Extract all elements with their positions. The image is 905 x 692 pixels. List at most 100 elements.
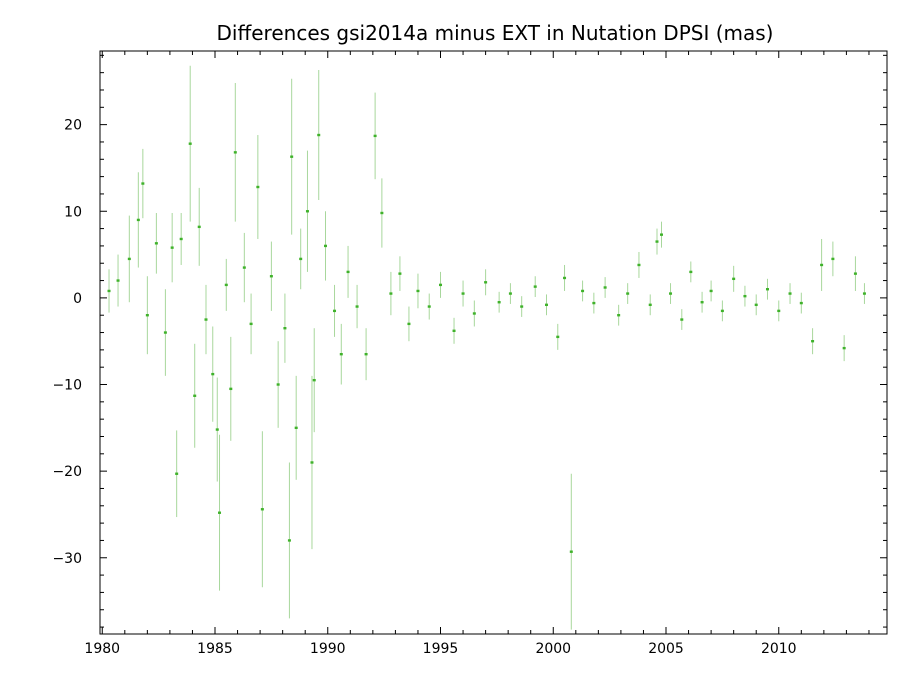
data-point (777, 309, 781, 313)
data-point (853, 272, 857, 275)
data-point (680, 318, 684, 321)
data-point (249, 322, 253, 326)
data-point (862, 292, 866, 295)
data-point (484, 281, 488, 284)
x-tick-label: 1990 (310, 641, 346, 657)
x-tick-label: 1980 (84, 641, 120, 657)
data-point (339, 352, 343, 356)
data-point (709, 289, 713, 293)
data-point (754, 303, 758, 307)
data-point (508, 292, 512, 295)
x-tick-label: 2005 (648, 641, 684, 657)
data-point (287, 539, 291, 542)
data-point (592, 301, 596, 305)
data-point (380, 211, 384, 215)
data-point (842, 346, 846, 350)
data-point (720, 309, 724, 313)
y-tick-label: −20 (52, 464, 82, 480)
data-point (389, 292, 393, 295)
data-point (788, 292, 792, 295)
data-point (197, 225, 201, 229)
data-point (333, 309, 337, 313)
x-tick-label: 1995 (423, 641, 459, 657)
data-point (799, 301, 803, 305)
data-point (533, 285, 537, 288)
data-point (256, 185, 260, 189)
data-point (544, 303, 548, 307)
data-point (743, 294, 747, 298)
x-tick-label: 2010 (761, 641, 797, 657)
data-point (669, 292, 673, 295)
data-point (648, 303, 652, 307)
data-point (603, 286, 607, 289)
y-tick-label: 20 (64, 118, 82, 134)
data-point (659, 233, 663, 236)
data-point (346, 270, 350, 274)
data-point (700, 301, 704, 304)
data-point (732, 277, 736, 281)
data-point (811, 340, 815, 343)
data-point (407, 322, 411, 326)
data-point (163, 331, 167, 334)
data-point (290, 155, 294, 158)
data-point (355, 305, 359, 308)
data-point (175, 472, 179, 475)
data-point (373, 134, 377, 138)
data-point (364, 352, 368, 356)
data-point (439, 283, 443, 287)
data-point (617, 314, 621, 317)
data-point (312, 378, 316, 382)
data-point (107, 289, 111, 293)
data-point (299, 257, 303, 261)
data-point (416, 289, 420, 293)
data-point (569, 550, 573, 553)
data-point (581, 289, 585, 293)
x-tick-label: 2000 (535, 641, 571, 657)
data-point (283, 327, 287, 330)
plot-frame (99, 50, 888, 635)
data-point (637, 263, 641, 267)
y-tick-label: −10 (52, 378, 82, 394)
data-point (427, 305, 431, 308)
x-tick-label: 1985 (197, 641, 233, 657)
data-point (269, 275, 273, 278)
data-point (276, 383, 280, 386)
data-point (626, 292, 630, 295)
data-point (310, 461, 314, 464)
data-point (224, 283, 228, 287)
data-point (294, 426, 298, 430)
data-point (229, 387, 233, 391)
data-point (116, 279, 120, 282)
data-point (398, 272, 402, 275)
data-point (765, 288, 769, 291)
data-point (556, 335, 560, 339)
data-point (452, 329, 456, 333)
chart-title: Differences gsi2014a minus EXT in Nutati… (217, 21, 774, 45)
data-point (324, 244, 328, 248)
data-point (820, 263, 824, 267)
data-point (497, 301, 501, 304)
data-point (305, 210, 309, 213)
y-tick-label: 10 (64, 204, 82, 220)
data-point (242, 266, 246, 269)
data-point (215, 428, 219, 431)
y-tick-label: 0 (73, 291, 82, 307)
data-point (154, 242, 158, 245)
data-point (218, 511, 222, 514)
data-point (831, 257, 835, 261)
data-point (520, 305, 524, 308)
data-point (260, 508, 264, 511)
data-point (188, 142, 192, 145)
data-point (211, 372, 215, 376)
data-point (461, 292, 465, 295)
data-point (472, 312, 476, 315)
data-point (136, 218, 140, 222)
data-point (689, 270, 693, 274)
data-point (141, 182, 145, 185)
data-point (193, 394, 197, 397)
y-tick-label: −30 (52, 551, 82, 567)
data-point (233, 151, 237, 154)
data-point (127, 257, 131, 261)
